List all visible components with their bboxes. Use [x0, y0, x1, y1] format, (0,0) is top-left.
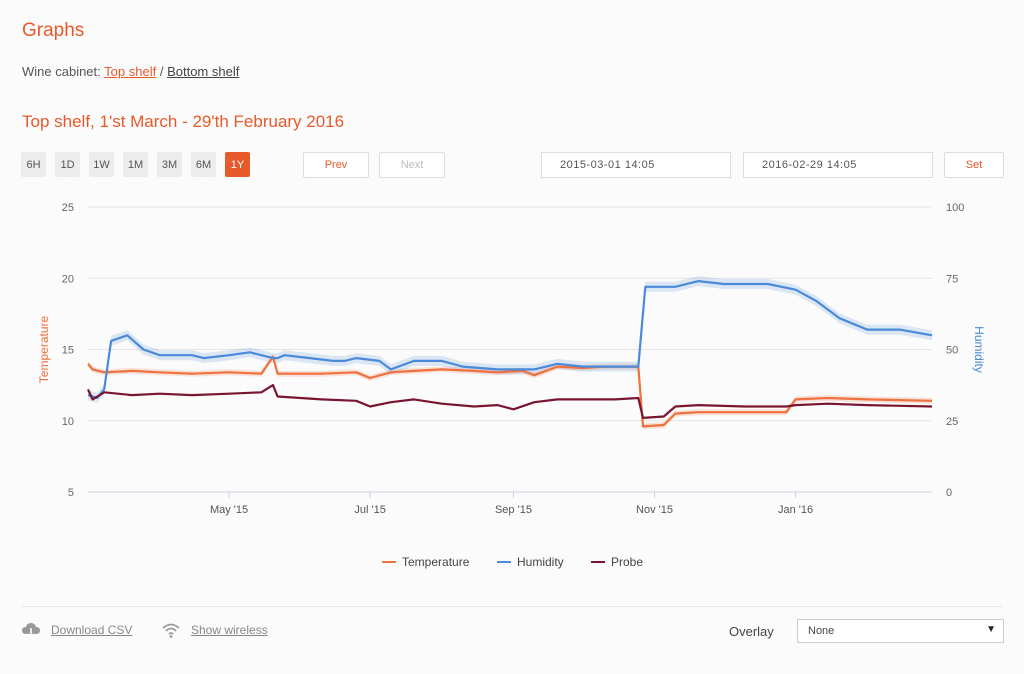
breadcrumb-link-top-shelf[interactable]: Top shelf [104, 64, 157, 79]
breadcrumb-separator: / [159, 64, 164, 79]
range-button-1y[interactable]: 1Y [225, 152, 250, 177]
chart-bands [88, 276, 932, 430]
chart-grid [88, 206, 932, 493]
x-tick-label: Jan '16 [778, 504, 813, 516]
download-csv-link[interactable]: Download CSV [21, 620, 132, 640]
range-button-6h[interactable]: 6H [21, 152, 46, 177]
overlay-select[interactable]: None ▼ [797, 619, 1004, 643]
range-button-1m[interactable]: 1M [123, 152, 148, 177]
overlay-selected-value: None [808, 625, 835, 637]
chart-lines [87, 279, 933, 428]
y-axis-title-left: Temperature [37, 315, 51, 383]
footer-divider [22, 606, 1002, 607]
y-tick-left: 25 [62, 202, 74, 214]
x-tick-label: May '15 [210, 504, 248, 516]
show-wireless-label: Show wireless [191, 623, 268, 637]
y-tick-right: 0 [946, 487, 952, 499]
cloud-download-icon [21, 620, 41, 640]
y-tick-right: 50 [946, 345, 958, 357]
humidity-series-line [87, 279, 933, 399]
y-tick-left: 5 [68, 487, 74, 499]
range-buttons: 6H 1D 1W 1M 3M 6M 1Y [21, 152, 250, 177]
y-tick-left: 20 [62, 273, 74, 285]
legend-label: Humidity [517, 555, 564, 569]
show-wireless-link[interactable]: Show wireless [161, 620, 268, 640]
chart-axes: 5 10 15 20 25 0 25 50 75 100 May '15 Jul '15 Sep '15… [37, 202, 986, 516]
line-chart: 5 10 15 20 25 0 25 50 75 100 May '15 Jul '15 Sep '15… [37, 202, 986, 569]
y-tick-right: 25 [946, 416, 958, 428]
chart-legend: Temperature Humidity Probe [382, 555, 643, 569]
x-tick-label: Jul '15 [354, 504, 385, 516]
probe-series-line [87, 384, 933, 419]
y-axis-title-right: Humidity [972, 326, 986, 373]
x-tick-label: Nov '15 [636, 504, 673, 516]
set-button[interactable]: Set [944, 152, 1004, 178]
x-tick-label: Sep '15 [495, 504, 532, 516]
range-button-6m[interactable]: 6M [191, 152, 216, 177]
page-title: Graphs [22, 20, 85, 41]
range-button-1d[interactable]: 1D [55, 152, 80, 177]
temperature-series-line [87, 355, 933, 428]
chart-subtitle: Top shelf, 1'st March - 29'th February 2… [22, 112, 345, 131]
overlay-label: Overlay [729, 624, 774, 639]
range-button-1w[interactable]: 1W [89, 152, 114, 177]
legend-label: Probe [611, 555, 643, 569]
date-from-input[interactable] [541, 152, 731, 178]
wifi-icon [161, 620, 181, 640]
y-tick-left: 10 [62, 416, 74, 428]
y-tick-left: 15 [62, 345, 74, 357]
breadcrumb-prefix: Wine cabinet: [22, 64, 101, 79]
breadcrumb-link-bottom-shelf[interactable]: Bottom shelf [167, 64, 240, 79]
legend-label: Temperature [402, 555, 470, 569]
range-button-3m[interactable]: 3M [157, 152, 182, 177]
date-to-input[interactable] [743, 152, 933, 178]
next-button[interactable]: Next [379, 152, 445, 178]
download-csv-label: Download CSV [51, 623, 133, 637]
temperature-range-band [88, 353, 932, 430]
y-tick-right: 75 [946, 273, 958, 285]
y-tick-right: 100 [946, 202, 964, 214]
dropdown-caret-icon: ▼ [986, 624, 996, 635]
prev-button[interactable]: Prev [303, 152, 369, 178]
breadcrumb: Wine cabinet: Top shelf / Bottom shelf [22, 64, 239, 79]
